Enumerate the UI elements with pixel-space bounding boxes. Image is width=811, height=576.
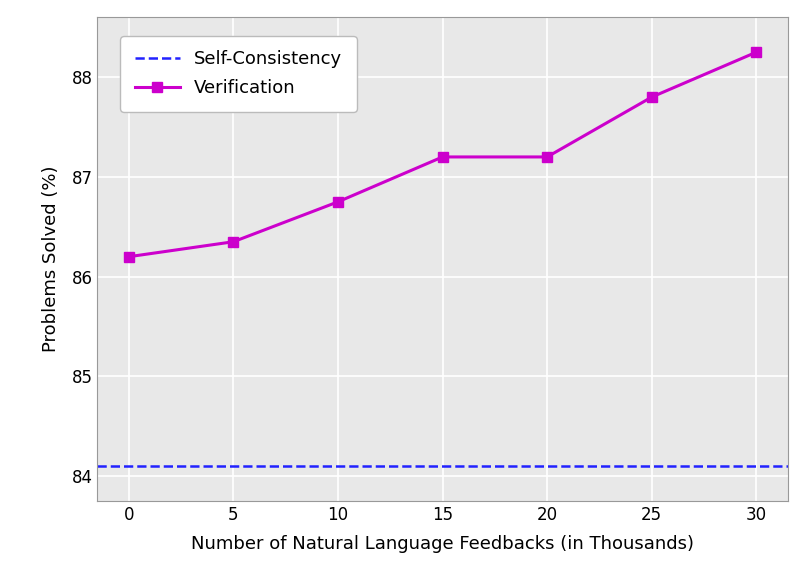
X-axis label: Number of Natural Language Feedbacks (in Thousands): Number of Natural Language Feedbacks (in… [191,535,693,553]
Verification [333,198,342,205]
Verification [437,153,447,160]
Verification [124,253,134,260]
Legend: Self-Consistency, Verification: Self-Consistency, Verification [120,36,356,112]
Self-Consistency [124,463,134,469]
Verification [646,94,656,101]
Line: Verification: Verification [124,47,760,262]
Self-Consistency [144,463,154,469]
Y-axis label: Problems Solved (%): Problems Solved (%) [42,166,60,353]
Verification [542,153,551,160]
Verification [228,238,238,245]
Verification [750,49,760,56]
